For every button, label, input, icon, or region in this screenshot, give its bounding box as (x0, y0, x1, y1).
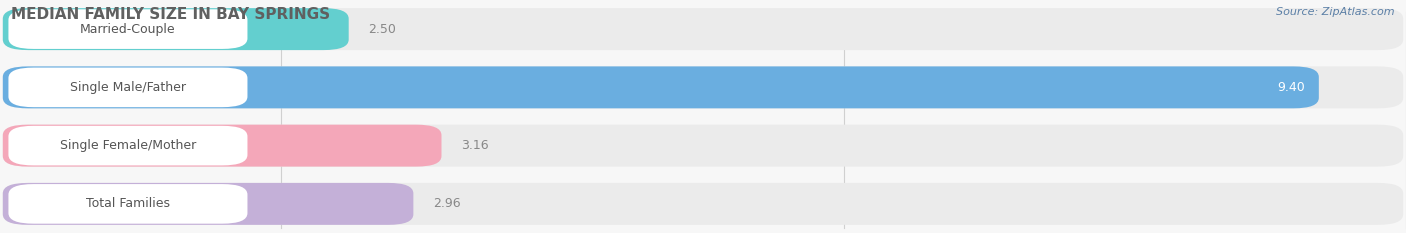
Text: 2.96: 2.96 (433, 197, 461, 210)
Text: 9.40: 9.40 (1277, 81, 1305, 94)
Text: 2.50: 2.50 (368, 23, 396, 36)
Bar (0, 0, 1406, 58)
FancyBboxPatch shape (8, 184, 247, 224)
FancyBboxPatch shape (3, 125, 441, 167)
FancyBboxPatch shape (3, 8, 349, 50)
Bar (0, 116, 1406, 175)
Text: Total Families: Total Families (86, 197, 170, 210)
FancyBboxPatch shape (3, 66, 1403, 108)
Text: MEDIAN FAMILY SIZE IN BAY SPRINGS: MEDIAN FAMILY SIZE IN BAY SPRINGS (11, 7, 330, 22)
Text: Single Female/Mother: Single Female/Mother (60, 139, 195, 152)
FancyBboxPatch shape (8, 126, 247, 165)
Text: Single Male/Father: Single Male/Father (70, 81, 186, 94)
FancyBboxPatch shape (8, 68, 247, 107)
Bar (0, 58, 1406, 116)
FancyBboxPatch shape (3, 66, 1319, 108)
Text: Married-Couple: Married-Couple (80, 23, 176, 36)
FancyBboxPatch shape (3, 183, 413, 225)
FancyBboxPatch shape (8, 9, 247, 49)
Text: 3.16: 3.16 (461, 139, 489, 152)
Bar (0, 175, 1406, 233)
FancyBboxPatch shape (3, 183, 1403, 225)
Text: Source: ZipAtlas.com: Source: ZipAtlas.com (1277, 7, 1395, 17)
FancyBboxPatch shape (3, 125, 1403, 167)
FancyBboxPatch shape (3, 8, 1403, 50)
